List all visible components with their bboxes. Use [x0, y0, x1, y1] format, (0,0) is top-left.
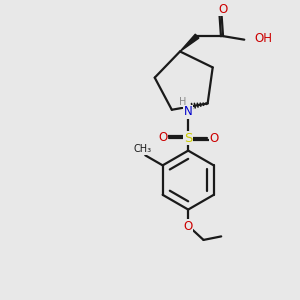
Polygon shape: [180, 34, 199, 52]
Text: O: O: [158, 131, 167, 144]
Text: O: O: [209, 132, 218, 145]
Text: N: N: [184, 105, 193, 118]
Text: OH: OH: [254, 32, 272, 45]
Text: S: S: [184, 132, 192, 145]
Text: CH₃: CH₃: [134, 144, 152, 154]
Text: H: H: [178, 97, 186, 107]
Text: O: O: [184, 220, 193, 233]
Text: O: O: [218, 2, 227, 16]
